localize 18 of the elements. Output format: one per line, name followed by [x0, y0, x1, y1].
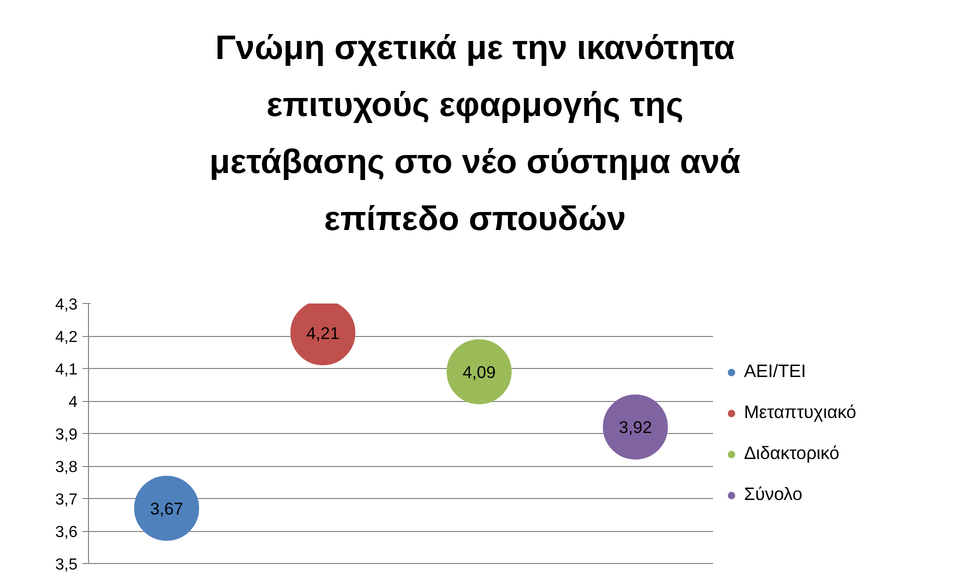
legend-label: Μεταπτυχιακό	[744, 402, 856, 423]
y-tick-label: 3,5	[55, 556, 78, 574]
data-label: 3,67	[150, 499, 184, 518]
y-tick-label: 3,6	[55, 524, 78, 541]
legend-label: Διδακτορικό	[744, 443, 840, 464]
y-tick-label: 4,3	[55, 296, 78, 314]
data-label: 4,09	[462, 362, 496, 382]
y-tick-label: 4	[68, 394, 78, 411]
y-tick-label: 3,9	[55, 426, 78, 444]
data-label: 3,92	[618, 418, 652, 437]
y-tick-label: 4,2	[55, 329, 78, 346]
data-label: 4,21	[306, 324, 340, 343]
chart-title: Γνώμη σχετικά με την ικανότητα επιτυχούς εφαρμογής της μετάβασης στο νέο σύστημα ανά επίπεδο σπουδών	[209, 28, 741, 240]
legend-label: Σύνολο	[744, 484, 802, 505]
legend-label: ΑΕΙ/ΤΕΙ	[744, 361, 806, 382]
y-tick-label: 3,8	[55, 459, 78, 476]
y-tick-label: 3,7	[55, 492, 78, 508]
y-tick-label: 4,1	[55, 362, 78, 378]
